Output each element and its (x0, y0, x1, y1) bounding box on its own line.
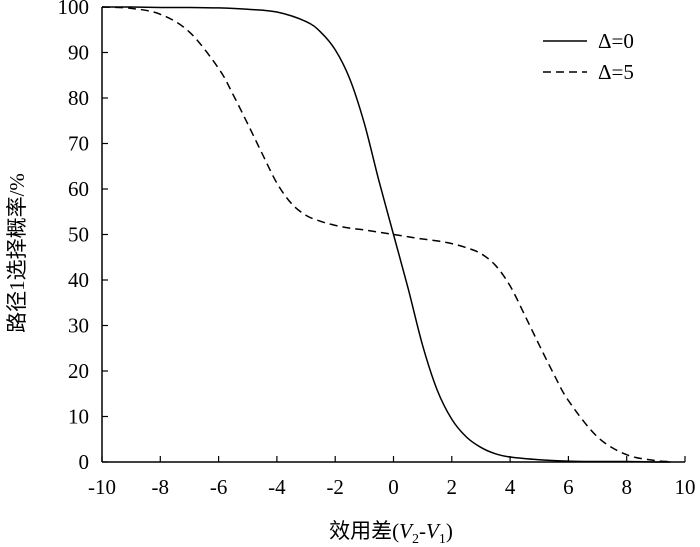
x-tick-label: 4 (505, 475, 516, 499)
y-tick-label: 60 (68, 177, 89, 201)
x-tick-label: -8 (152, 475, 170, 499)
y-tick-label: 50 (68, 223, 89, 247)
y-tick-label: 10 (68, 405, 89, 429)
x-tick-label: 2 (447, 475, 458, 499)
x-tick-group: -10 -8 -6 -4 -2 0 2 4 6 8 10 (88, 456, 696, 499)
y-tick-label: 100 (58, 0, 90, 19)
x-axis-title-var2: V (426, 519, 441, 543)
y-tick-label: 90 (68, 41, 89, 65)
legend: Δ=0 Δ=5 (543, 29, 634, 84)
y-tick-label: 20 (68, 359, 89, 383)
legend-label-0: Δ=0 (598, 29, 634, 53)
legend-label-1: Δ=5 (598, 60, 634, 84)
y-tick-group: 0 10 20 30 40 50 60 70 80 90 100 (58, 0, 108, 474)
series-line-0 (101, 6, 671, 463)
x-tick-label: 0 (388, 475, 399, 499)
x-tick-label: -2 (326, 475, 344, 499)
y-tick-label: 0 (79, 450, 90, 474)
x-tick-label: 8 (621, 475, 632, 499)
y-tick-label: 80 (68, 86, 89, 110)
series-line-1 (101, 6, 671, 463)
x-axis-title-sub2: 1 (439, 532, 446, 547)
x-axis-title-prefix: 效用差( (329, 519, 399, 543)
y-tick-label: 30 (68, 314, 89, 338)
x-axis-title-var1: V (399, 519, 414, 543)
y-axis-title: 路径1选择概率/% (5, 173, 29, 333)
x-tick-label: 10 (675, 475, 696, 499)
x-tick-label: 6 (563, 475, 574, 499)
x-tick-label: -6 (210, 475, 228, 499)
y-tick-label: 40 (68, 268, 89, 292)
series-group (101, 6, 671, 463)
y-tick-label: 70 (68, 132, 89, 156)
x-axis-title-suffix: ) (446, 519, 453, 543)
x-axis-title: 效用差(V2-V1) (329, 519, 453, 547)
x-tick-label: -4 (268, 475, 286, 499)
x-axis-title-sub1: 2 (412, 532, 419, 547)
x-tick-label: -10 (88, 475, 116, 499)
x-axis-title-dash: - (419, 519, 426, 543)
